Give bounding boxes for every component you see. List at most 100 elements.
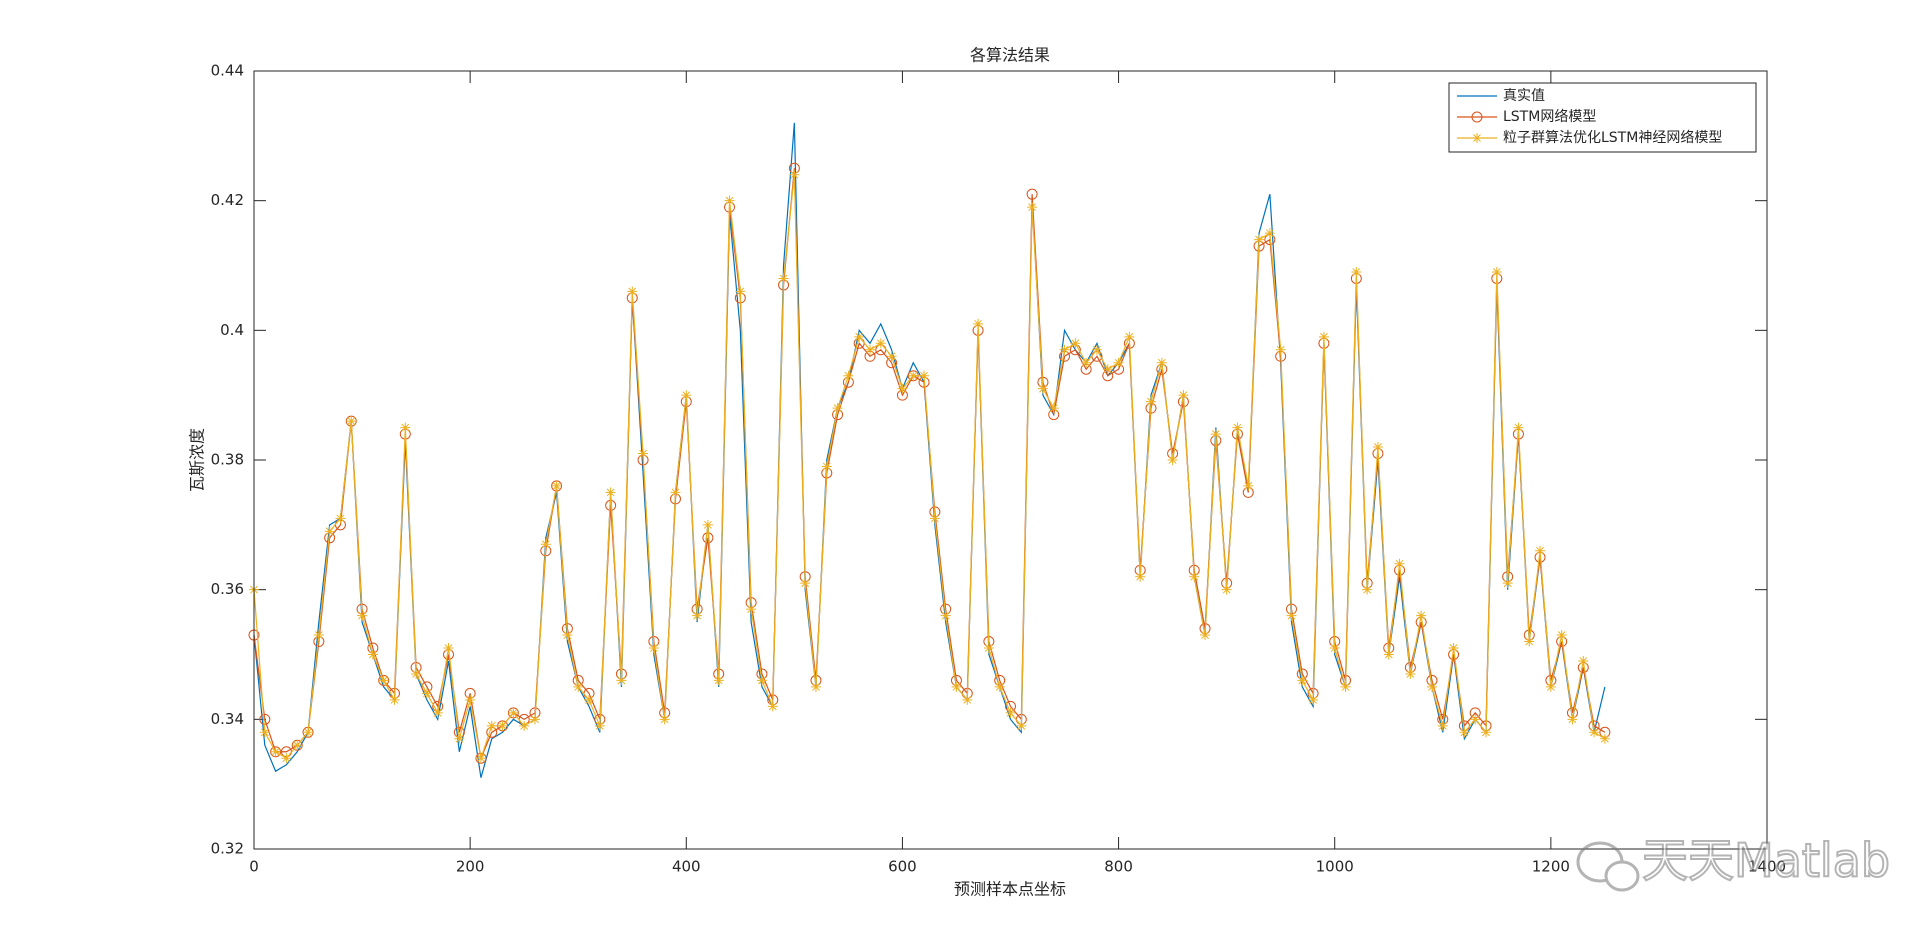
- series-marker: [292, 740, 303, 751]
- series-marker: [1016, 720, 1027, 731]
- series-marker: [627, 286, 638, 297]
- series-marker: [1167, 455, 1178, 465]
- series-marker: [605, 487, 616, 498]
- series-marker: [1556, 630, 1567, 641]
- series-marker: [465, 694, 476, 705]
- series-marker: [529, 714, 540, 725]
- series-marker: [810, 681, 821, 692]
- series-marker: [973, 318, 984, 329]
- series-marker: [843, 370, 854, 381]
- series-marker: [778, 273, 789, 284]
- series-marker: [1416, 610, 1427, 621]
- legend-box: [1448, 82, 1757, 153]
- series-marker: [335, 513, 346, 524]
- series-marker: [1048, 403, 1059, 414]
- series-marker: [1005, 707, 1016, 718]
- series-marker: [1210, 429, 1221, 440]
- series-marker: [1545, 681, 1556, 692]
- series-marker: [1286, 610, 1297, 621]
- series-marker: [821, 461, 832, 472]
- series-marker: [886, 351, 897, 362]
- series-marker: [865, 344, 876, 355]
- series-marker: [1264, 228, 1275, 239]
- x-tick-label: 200: [456, 858, 485, 876]
- series-marker: [692, 610, 703, 621]
- y-tick-label: 0.4: [220, 321, 244, 339]
- series-marker: [1329, 643, 1340, 654]
- plot-area: [254, 71, 1767, 849]
- series-marker: [1156, 357, 1167, 368]
- y-tick-label: 0.36: [211, 580, 244, 598]
- legend-label: 粒子群算法优化LSTM神经网络模型: [1503, 130, 1722, 146]
- series-marker: [389, 694, 400, 705]
- legend-marker: [1471, 111, 1483, 123]
- series-marker: [1599, 733, 1610, 744]
- series-marker: [411, 668, 422, 679]
- x-axis-label: 预测样本点坐标: [954, 880, 1066, 899]
- series-marker: [1178, 390, 1189, 401]
- series-marker: [1070, 338, 1081, 349]
- series-marker: [1513, 422, 1524, 433]
- x-tick-label: 400: [672, 858, 701, 876]
- series-marker: [1589, 727, 1600, 738]
- series-marker: [929, 513, 940, 524]
- series-marker: [573, 681, 584, 692]
- series-marker: [951, 681, 962, 692]
- series-marker: [562, 630, 573, 641]
- series-marker: [702, 519, 713, 530]
- series-marker: [800, 578, 811, 589]
- series-marker: [983, 643, 994, 654]
- x-tick-label: 1200: [1532, 858, 1570, 876]
- series-marker: [875, 338, 886, 349]
- series-marker: [919, 370, 930, 381]
- series-marker: [1502, 578, 1513, 589]
- series-marker: [1189, 571, 1200, 582]
- series-marker: [519, 720, 530, 731]
- series-marker: [908, 370, 919, 381]
- series-marker: [475, 753, 486, 764]
- series-marker: [854, 331, 865, 342]
- y-tick-label: 0.44: [211, 62, 244, 80]
- series-marker: [713, 675, 724, 686]
- series-marker: [767, 701, 778, 712]
- series-marker: [1481, 727, 1492, 738]
- series-marker: [735, 286, 746, 297]
- series-marker: [259, 727, 270, 738]
- series-marker: [378, 675, 389, 686]
- chart-title: 各算法结果: [970, 46, 1050, 65]
- series-marker: [454, 733, 465, 744]
- x-tick-label: 600: [888, 858, 917, 876]
- series-marker: [1308, 694, 1319, 705]
- series-marker: [486, 720, 497, 731]
- series-marker: [670, 487, 681, 498]
- series-marker: [432, 707, 443, 718]
- series-marker: [497, 720, 508, 731]
- series-marker: [897, 383, 908, 394]
- legend-label: 真实值: [1503, 88, 1545, 104]
- series-marker: [1124, 331, 1135, 342]
- series-marker: [1362, 584, 1373, 595]
- series-marker: [1578, 655, 1589, 666]
- y-tick-label: 0.42: [211, 191, 244, 209]
- y-tick-label: 0.38: [211, 451, 244, 469]
- watermark-text: 天天Matlab: [1642, 834, 1890, 888]
- series-marker: [346, 416, 357, 427]
- series-marker: [1027, 202, 1038, 213]
- series-marker: [584, 694, 595, 705]
- y-tick-label: 0.32: [211, 840, 244, 858]
- series-marker: [1221, 584, 1232, 595]
- series-marker: [1059, 344, 1070, 355]
- series-marker: [1232, 422, 1243, 433]
- series-marker: [724, 195, 735, 206]
- series-marker: [1145, 396, 1156, 407]
- series-marker: [357, 610, 368, 621]
- series-line: [253, 174, 1606, 760]
- series-marker: [756, 675, 767, 686]
- series-marker: [1297, 675, 1308, 686]
- series-marker: [1351, 266, 1362, 277]
- series-marker: [1254, 234, 1265, 245]
- series-marker: [1135, 571, 1146, 582]
- series-marker: [270, 746, 281, 757]
